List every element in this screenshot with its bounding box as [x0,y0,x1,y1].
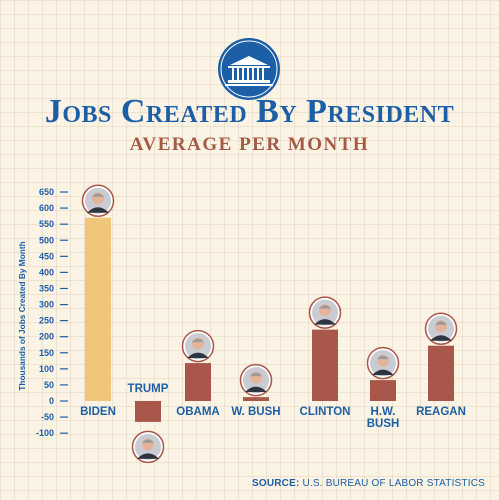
source-text: U.S. BUREAU OF LABOR STATISTICS [302,478,485,489]
y-tick-label: -100 [36,428,54,438]
x-tick-label: W. BUSH [231,406,280,418]
president-portrait-icon [181,329,215,363]
president-portrait-icon [308,296,342,329]
president-portrait-icon [131,430,165,464]
president-portrait-icon [239,363,273,397]
bar-reagan [428,345,454,401]
y-tick-label: 150 [39,348,54,358]
president-portrait-icon [366,346,400,380]
x-axis-labels: BIDEN TRUMP OBAMA W. BUSH CLINTON H.W. BUSH REA… [80,383,466,430]
x-tick-label: H.W. BUSH [367,406,400,430]
x-tick-label: TRUMP [128,383,169,395]
y-tick-label: 0 [49,396,54,406]
y-tick-label: 550 [39,219,54,229]
bar-biden [85,217,111,401]
president-portrait-icon [81,184,115,217]
y-axis-label: Thousands of Jobs Created By Month [17,241,27,390]
y-tick-label: 400 [39,267,54,277]
bars-group [85,217,454,422]
bar-w-bush [243,397,269,401]
y-tick-label: 250 [39,316,54,326]
y-tick-label: 450 [39,251,54,261]
y-tick-label: 200 [39,332,54,342]
bar-h-w-bush [370,380,396,401]
x-tick-label: OBAMA [176,406,219,418]
white-house-icon [218,38,280,100]
x-tick-label: CLINTON [300,406,351,418]
y-tick-label: -50 [41,412,54,422]
y-tick-label: 100 [39,364,54,374]
portraits-group [81,184,458,464]
y-tick-label: 500 [39,235,54,245]
y-tick-label: 300 [39,300,54,310]
bar-clinton [312,329,338,401]
chart-title: Jobs Created By President [44,93,455,130]
x-tick-label: REAGAN [416,406,466,418]
source-note: SOURCE: U.S. BUREAU OF LABOR STATISTICS [252,478,485,489]
x-tick-label: BIDEN [80,406,116,418]
source-label: SOURCE: [251,478,300,489]
chart-subtitle: AVERAGE PER MONTH [129,134,370,155]
president-portrait-icon [424,312,458,345]
y-axis-ticks: -100 -50 0 50 100 150 200 250 300 350 400 450 500 550… [36,187,68,438]
y-tick-label: 650 [39,187,54,197]
y-tick-label: 350 [39,283,54,293]
y-tick-label: 600 [39,203,54,213]
bar-obama [185,363,211,401]
y-tick-label: 50 [44,380,54,390]
bar-trump [135,401,161,422]
